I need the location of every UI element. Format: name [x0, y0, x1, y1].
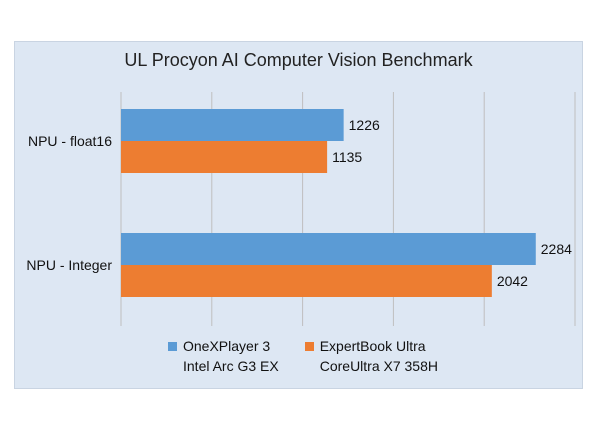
chart-title: UL Procyon AI Computer Vision Benchmark	[124, 50, 473, 70]
legend-swatch-series-2	[304, 342, 314, 351]
bar	[121, 233, 536, 265]
category-label: NPU - float16	[28, 133, 112, 149]
bar	[121, 265, 492, 297]
legend-label-series-1: OneXPlayer 3 Intel Arc G3 EX	[183, 338, 279, 374]
data-label: 2284	[541, 241, 572, 257]
data-label: 2042	[497, 273, 528, 289]
category-label: NPU - Integer	[26, 257, 112, 273]
chart-area	[14, 41, 583, 389]
bar	[121, 109, 344, 141]
bar	[121, 141, 328, 173]
legend-label-series-2: ExpertBook Ultra CoreUltra X7 358H	[319, 338, 438, 374]
legend: OneXPlayer 3 Intel Arc G3 EX ExpertBook …	[168, 336, 438, 376]
data-label: 1226	[349, 117, 380, 133]
data-label: 1135	[332, 149, 362, 165]
legend-item-series-2: ExpertBook Ultra CoreUltra X7 358H	[304, 336, 438, 376]
legend-swatch-series-1	[168, 342, 177, 351]
legend-item-series-1: OneXPlayer 3 Intel Arc G3 EX	[168, 336, 279, 376]
